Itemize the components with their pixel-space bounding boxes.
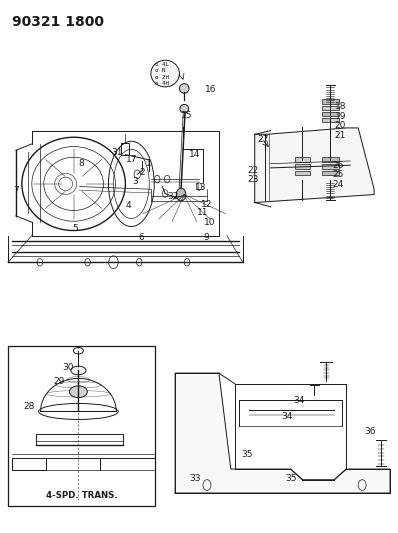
Bar <box>322 99 339 104</box>
Text: 23: 23 <box>247 175 258 184</box>
Text: 16: 16 <box>205 85 217 94</box>
Text: 7: 7 <box>13 187 19 195</box>
Text: 10: 10 <box>204 219 215 227</box>
Text: 4: 4 <box>125 201 131 210</box>
Text: 6: 6 <box>139 233 144 241</box>
Text: 35: 35 <box>285 474 296 482</box>
Text: 11: 11 <box>197 208 209 217</box>
Bar <box>295 157 310 162</box>
Text: 3: 3 <box>133 177 138 186</box>
Text: 36: 36 <box>365 427 376 436</box>
Text: 1: 1 <box>146 159 152 168</box>
Text: 4-SPD. TRANS.: 4-SPD. TRANS. <box>46 491 117 500</box>
Text: 15: 15 <box>181 111 192 119</box>
Circle shape <box>176 188 186 201</box>
Text: 32: 32 <box>168 192 179 201</box>
Text: 25: 25 <box>333 171 344 179</box>
Text: o 4L: o 4L <box>155 62 169 67</box>
Bar <box>295 171 310 175</box>
Ellipse shape <box>151 60 179 87</box>
Text: o 2H: o 2H <box>155 75 169 80</box>
Bar <box>322 112 339 116</box>
Bar <box>295 164 310 169</box>
Text: 34: 34 <box>294 397 305 405</box>
Text: 14: 14 <box>189 150 201 159</box>
Text: 30: 30 <box>62 364 73 372</box>
Ellipse shape <box>180 104 189 113</box>
Text: o 4H: o 4H <box>155 81 169 86</box>
Text: 20: 20 <box>335 122 346 130</box>
Text: 29: 29 <box>53 377 64 386</box>
Text: 12: 12 <box>201 200 213 208</box>
Text: 2: 2 <box>139 168 145 177</box>
Text: 5: 5 <box>73 224 78 232</box>
Text: 34: 34 <box>281 413 292 421</box>
Bar <box>8 346 155 506</box>
Text: 19: 19 <box>335 112 346 120</box>
Text: 28: 28 <box>23 402 34 410</box>
Text: 31: 31 <box>112 148 123 157</box>
Bar <box>322 106 339 110</box>
Ellipse shape <box>70 386 88 398</box>
Text: 18: 18 <box>335 102 346 111</box>
Bar <box>322 157 339 162</box>
Text: 21: 21 <box>335 131 346 140</box>
Bar <box>322 164 339 169</box>
Bar <box>322 118 339 122</box>
Bar <box>121 143 129 155</box>
Text: 27: 27 <box>257 135 268 144</box>
Text: 35: 35 <box>241 450 252 458</box>
Text: 24: 24 <box>333 180 344 189</box>
Text: 90321 1800: 90321 1800 <box>12 15 104 29</box>
Bar <box>322 171 339 175</box>
Text: 26: 26 <box>333 161 344 169</box>
Text: 22: 22 <box>247 166 258 175</box>
Text: 13: 13 <box>195 183 207 192</box>
Text: 8: 8 <box>79 159 84 168</box>
Ellipse shape <box>179 84 189 93</box>
Text: 33: 33 <box>189 474 201 482</box>
Text: o N: o N <box>155 68 166 74</box>
Polygon shape <box>175 373 390 493</box>
Text: 17: 17 <box>127 156 138 164</box>
Polygon shape <box>255 128 374 203</box>
Text: 9: 9 <box>203 233 209 241</box>
